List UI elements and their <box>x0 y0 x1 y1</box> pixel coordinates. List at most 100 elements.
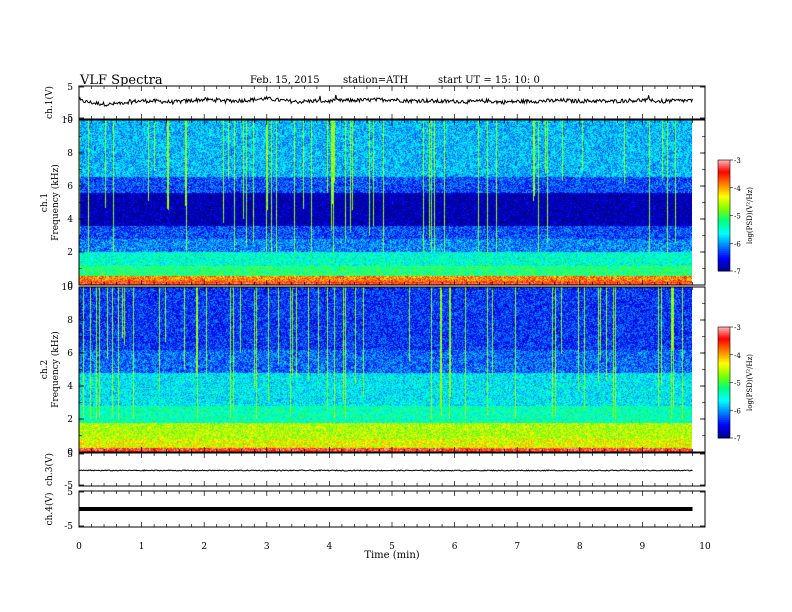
ch2-spectrogram-ytick-label: 8 <box>67 316 73 326</box>
ch1-spectrogram-colorbar-cell <box>718 232 730 235</box>
ch1-spectrogram-colorbar-cell <box>718 224 730 228</box>
ch1-spectrogram-colorbar-cell <box>718 234 730 237</box>
x-tick-label: 1 <box>139 542 145 552</box>
ch1-spectrogram-colorbar-tick-label: -3 <box>734 157 741 165</box>
ch1-spectrogram-colorbar-cell <box>718 202 730 205</box>
ch2-spectrogram-colorbar-cell <box>718 382 730 385</box>
ch3-waveform-ytick-label: 5 <box>67 450 73 460</box>
ch2-spectrogram-colorbar-cell <box>718 367 730 371</box>
ch2-spectrogram-colorbar-cell <box>718 397 730 400</box>
ch1-spectrogram-colorbar-cell <box>718 245 730 248</box>
ch1-spectrogram-colorbar-cell <box>718 165 730 168</box>
ch1-spectrogram-colorbar-cell <box>718 198 730 202</box>
ch2-spectrogram-colorbar-cell <box>718 401 730 404</box>
ch1-spectrogram-colorbar-cell <box>718 248 730 252</box>
ch1-spectrogram-colorbar-cell <box>718 206 730 209</box>
x-tick-label: 3 <box>264 542 270 552</box>
ch2-spectrogram-colorbar-cell <box>718 358 730 361</box>
ch1-spectrogram-colorbar-cell <box>718 213 730 216</box>
ch1-spectrogram-ytick-label: 10 <box>62 116 74 126</box>
ch1-spectrogram-colorbar-cell <box>718 250 730 253</box>
ch2-spectrogram-colorbar-cell <box>718 389 730 393</box>
ch1-spectrogram-colorbar-cell <box>718 235 730 239</box>
ch2-spectrogram-image <box>79 287 692 452</box>
ch2-spectrogram-ytick-label: 4 <box>67 382 73 392</box>
ch2-spectrogram-colorbar-cell <box>718 332 730 335</box>
ch1-spectrogram-colorbar-cell <box>718 265 730 268</box>
ch1-waveform-trace <box>78 94 693 107</box>
ch2-spectrogram-colorbar-cell <box>718 360 730 363</box>
ch1-spectrogram-colorbar-cell <box>718 209 730 213</box>
ch2-spectrogram-colorbar-cell <box>718 386 730 389</box>
ch2-spectrogram-colorbar-cell <box>718 393 730 396</box>
ch1-spectrogram-colorbar-cell <box>718 200 730 204</box>
ch2-spectrogram-colorbar-cell <box>718 388 730 391</box>
x-tick-label: 9 <box>640 542 646 552</box>
ch1-spectrogram-colorbar-cell <box>718 182 730 185</box>
ch2-spectrogram-colorbar-cell <box>718 402 730 406</box>
ch2-spectrogram-colorbar-cell <box>718 428 730 432</box>
ch1-spectrogram-colorbar-cell <box>718 241 730 244</box>
ch1-spectrogram-colorbar-cell <box>718 172 730 176</box>
ch1-spectrogram-colorbar-cell <box>718 256 730 259</box>
ch2-spectrogram-colorbar-cell <box>718 378 730 382</box>
ch2-spectrogram-colorbar-cell <box>718 345 730 348</box>
ch1-spectrogram-colorbar-cell <box>718 185 730 189</box>
ch2-spectrogram-colorbar-cell <box>718 327 730 330</box>
ch1-spectrogram-colorbar-cell <box>718 228 730 231</box>
ch1-spectrogram-colorbar-cell <box>718 239 730 242</box>
ch1-spectrogram-colorbar-cell <box>718 161 730 165</box>
ch2-spectrogram-colorbar-tick-label: -5 <box>734 380 741 388</box>
ch2-spectrogram-colorbar-cell <box>718 330 730 334</box>
x-axis: 0 1 2 3 4 5 6 7 8 9 10 <box>76 542 711 552</box>
ch2-spectrogram-colorbar-cell <box>718 376 730 380</box>
ch4-waveform-ylabel: ch.4(V) <box>44 493 55 526</box>
ch1-spectrogram-colorbar-cell <box>718 195 730 198</box>
ch2-spectrogram-colorbar-cell <box>718 371 730 374</box>
ch1-spectrogram-colorbar-cell <box>718 178 730 181</box>
ch2-spectrogram-colorbar-cell <box>718 432 730 435</box>
ch1-spectrogram-colorbar-cell <box>718 208 730 211</box>
ch1-spectrogram-colorbar-cell <box>718 222 730 226</box>
ch1-spectrogram-colorbar-cell <box>718 221 730 224</box>
ch1-spectrogram-colorbar-cell <box>718 180 730 183</box>
ch2-spectrogram-ylabel: Frequency (kHz) <box>50 331 61 408</box>
ch1-spectrogram-colorbar-cell <box>718 230 730 233</box>
ch4-waveform-ytick-label: -5 <box>64 522 73 532</box>
x-tick-label: 2 <box>201 542 207 552</box>
x-tick-label: 7 <box>514 542 520 552</box>
x-tick-label: 4 <box>327 542 333 552</box>
ch1-spectrogram-ylabel: Frequency (kHz) <box>50 164 61 241</box>
ch2-spectrogram-colorbar-cell <box>718 356 730 359</box>
ch1-spectrogram-colorbar-cell <box>718 237 730 241</box>
ch2-spectrogram-ytick-label: 6 <box>67 349 73 359</box>
ch2-spectrogram-colorbar-tick-label: -7 <box>734 435 741 443</box>
ch2-spectrogram-ytick-label: 10 <box>62 283 74 293</box>
ch1-spectrogram-colorbar-cell <box>718 263 730 266</box>
ch1-spectrogram-colorbar-cell <box>718 204 730 207</box>
ch2-spectrogram-colorbar-cell <box>718 338 730 341</box>
ch1-spectrogram-colorbar-cell <box>718 176 730 179</box>
ch2-spectrogram-colorbar-cell <box>718 434 730 437</box>
ch2-spectrogram-colorbar-cell <box>718 354 730 358</box>
ch2-spectrogram-colorbar-cell <box>718 341 730 345</box>
ch2-spectrogram-colorbar-tick-label: -6 <box>734 407 741 415</box>
ch1-spectrogram-colorbar-cell <box>718 191 730 194</box>
ch1-spectrogram-colorbar-cell <box>718 167 730 170</box>
x-tick-label: 6 <box>452 542 458 552</box>
ch1-spectrogram-colorbar-cell <box>718 246 730 250</box>
panels-group: 5-5ch.1(V)-3-4-5-6-7log(PSD)(V²/Hz)02468… <box>40 83 754 532</box>
x-tick-label: 8 <box>577 542 583 552</box>
ch2-spectrogram-colorbar-cell <box>718 328 730 332</box>
x-tick-label: 5 <box>389 542 395 552</box>
ch1-spectrogram-colorbar-cell <box>718 269 730 272</box>
ch2-spectrogram-colorbar-cell <box>718 369 730 372</box>
ch2-spectrogram-colorbar-tick-label: -4 <box>734 352 741 360</box>
ch2-spectrogram-colorbar-cell <box>718 419 730 422</box>
ch1-waveform-ytick-label: 5 <box>67 83 73 93</box>
ch2-spectrogram-ytick-label: 2 <box>67 415 73 425</box>
ch1-spectrogram-image <box>79 120 692 285</box>
ch2-spectrogram-colorbar-cell <box>718 423 730 426</box>
date-label: Feb. 15, 2015 <box>250 75 320 86</box>
